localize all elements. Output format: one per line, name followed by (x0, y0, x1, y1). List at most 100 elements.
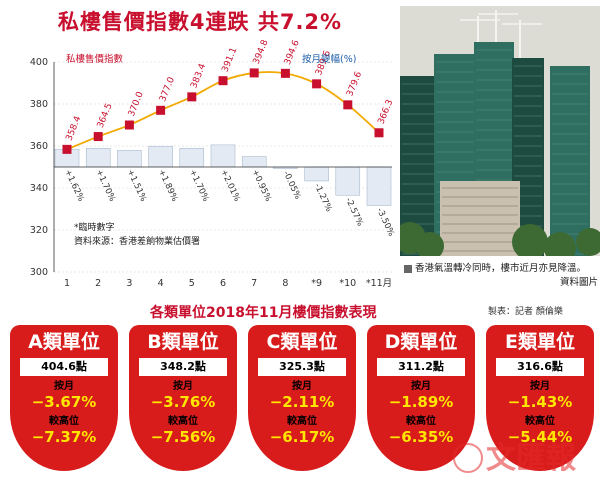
building-photo (400, 6, 600, 256)
x-tick-label: 2 (95, 278, 101, 289)
from-peak-change: −6.17% (269, 428, 335, 446)
x-axis: 1 2 3 4 5 6 7 8 *9 *10 *11月 (64, 278, 392, 289)
line-marker (124, 120, 134, 130)
from-peak-change: −5.44% (507, 428, 573, 446)
provisional-note: *臨時數字 (74, 221, 115, 233)
y-tick-label: 300 (30, 267, 48, 278)
card-b: B類單位 348.2點 按月 −3.76% 較高位 −7.56% (129, 325, 237, 471)
monthly-change: −3.67% (31, 393, 97, 411)
bar (117, 150, 142, 168)
caption-text: 香港氣溫轉冷同時，樓市近月亦見降溫。 (415, 263, 587, 274)
line-data-label: 364.5 (96, 102, 115, 130)
price-index-chart: 400 380 360 340 320 300 1 2 3 4 5 6 7 8 *9 *10 *11月 +1.… (30, 40, 396, 289)
bar-data-label: +2.01% (218, 168, 241, 203)
lowrise-shapes (440, 181, 520, 256)
logo-seal-icon (453, 443, 483, 473)
chart-title: 私樓售價指數4連跌 共7.2% (57, 10, 343, 34)
line-marker (374, 128, 384, 138)
y-tick-label: 400 (30, 57, 48, 68)
card-title: C類單位 (266, 331, 338, 353)
x-tick-label: 7 (251, 278, 257, 289)
logo-text: 文匯報 (486, 441, 577, 476)
bar (179, 148, 205, 168)
byline: 製表：記者 顏倫樂 (488, 307, 563, 317)
tree (416, 232, 444, 256)
line-marker (312, 79, 322, 89)
monthly-label: 按月 (54, 381, 74, 392)
peak-label: 較高位 (168, 416, 198, 427)
line-marker (62, 144, 72, 154)
y-axis: 400 380 360 340 320 300 (30, 57, 392, 278)
bar (366, 166, 392, 206)
card-points: 348.2點 (139, 358, 227, 376)
caption-square-icon (404, 264, 412, 273)
unit-class-cards: A類單位 404.6點 按月 −3.67% 較高位 −7.37% B類單位 34… (10, 325, 595, 475)
card-points: 404.6點 (20, 358, 108, 376)
line-marker (187, 92, 197, 102)
bar-data-label: +1.89% (156, 168, 179, 203)
x-tick-label: *10 (339, 278, 356, 289)
tree-shapes (400, 222, 600, 256)
card-a: A類單位 404.6點 按月 −3.67% 較高位 −7.37% (10, 325, 118, 471)
bar (210, 144, 236, 168)
card-title: E類單位 (505, 331, 575, 353)
bar (85, 148, 111, 168)
x-tick-label: 1 (64, 278, 70, 289)
bar-data-label: +1.70% (93, 168, 116, 203)
bar-data-label: -2.57% (343, 196, 365, 227)
bar-data-label: +1.62% (62, 168, 85, 203)
card-d: D類單位 311.2點 按月 −1.89% 較高位 −6.35% (367, 325, 475, 471)
bar-series (54, 144, 392, 206)
tree (576, 228, 600, 256)
y-tick-label: 340 (30, 183, 48, 194)
monthly-change: −1.43% (507, 393, 573, 411)
section-title: 各類單位2018年11月樓價指數表現 (150, 305, 377, 321)
line-data-label: 358.4 (65, 115, 84, 143)
bar-data-label: +1.51% (125, 168, 148, 203)
monthly-label: 按月 (173, 381, 193, 392)
line-marker (249, 68, 259, 78)
monthly-change: −2.11% (269, 393, 335, 411)
lowrise-block (440, 181, 520, 256)
y-tick-label: 320 (30, 225, 48, 236)
from-peak-change: −7.37% (31, 428, 97, 446)
line-data-label: 377.0 (158, 76, 177, 104)
card-title: D類單位 (384, 331, 458, 353)
line-data-label: 391.1 (221, 46, 240, 74)
peak-label: 較高位 (406, 416, 436, 427)
line-series (62, 68, 384, 154)
monthly-label: 按月 (292, 381, 312, 392)
newspaper-logo: 文匯報 (453, 441, 577, 476)
line-series-legend: 私樓售價指數 (66, 53, 124, 65)
card-points: 311.2點 (377, 358, 465, 376)
bar (241, 156, 267, 168)
photo-caption: 香港氣溫轉冷同時，樓市近月亦見降溫。 資料圖片 (404, 262, 598, 290)
card-title: B類單位 (147, 331, 219, 353)
line-marker (93, 132, 103, 142)
x-tick-label: 4 (158, 278, 164, 289)
line-data-label: 383.4 (189, 62, 208, 90)
bar-data-label: +1.70% (187, 168, 210, 203)
monthly-label: 按月 (530, 381, 550, 392)
peak-label: 較高位 (49, 416, 79, 427)
card-points: 316.6點 (496, 358, 584, 376)
monthly-change: −1.89% (388, 393, 454, 411)
y-tick-label: 380 (30, 99, 48, 110)
x-tick-label: 6 (220, 278, 226, 289)
from-peak-change: −6.35% (388, 428, 454, 446)
card-e: E類單位 316.6點 按月 −1.43% 較高位 −5.44% (486, 325, 594, 471)
line-data-label: 394.6 (283, 40, 302, 66)
line-marker (343, 100, 353, 110)
line-marker (156, 105, 166, 115)
bar-series-legend: 按月變幅(%) (302, 53, 356, 65)
from-peak-change: −7.56% (150, 428, 216, 446)
line-data-label: 366.3 (377, 98, 396, 126)
bar (335, 166, 361, 196)
line-data-label: 379.6 (345, 70, 364, 98)
x-tick-label: 8 (282, 278, 288, 289)
monthly-change: −3.76% (150, 393, 216, 411)
tree (512, 224, 548, 256)
tree (544, 232, 576, 256)
peak-label: 較高位 (287, 416, 317, 427)
x-tick-label: *11月 (366, 278, 392, 289)
